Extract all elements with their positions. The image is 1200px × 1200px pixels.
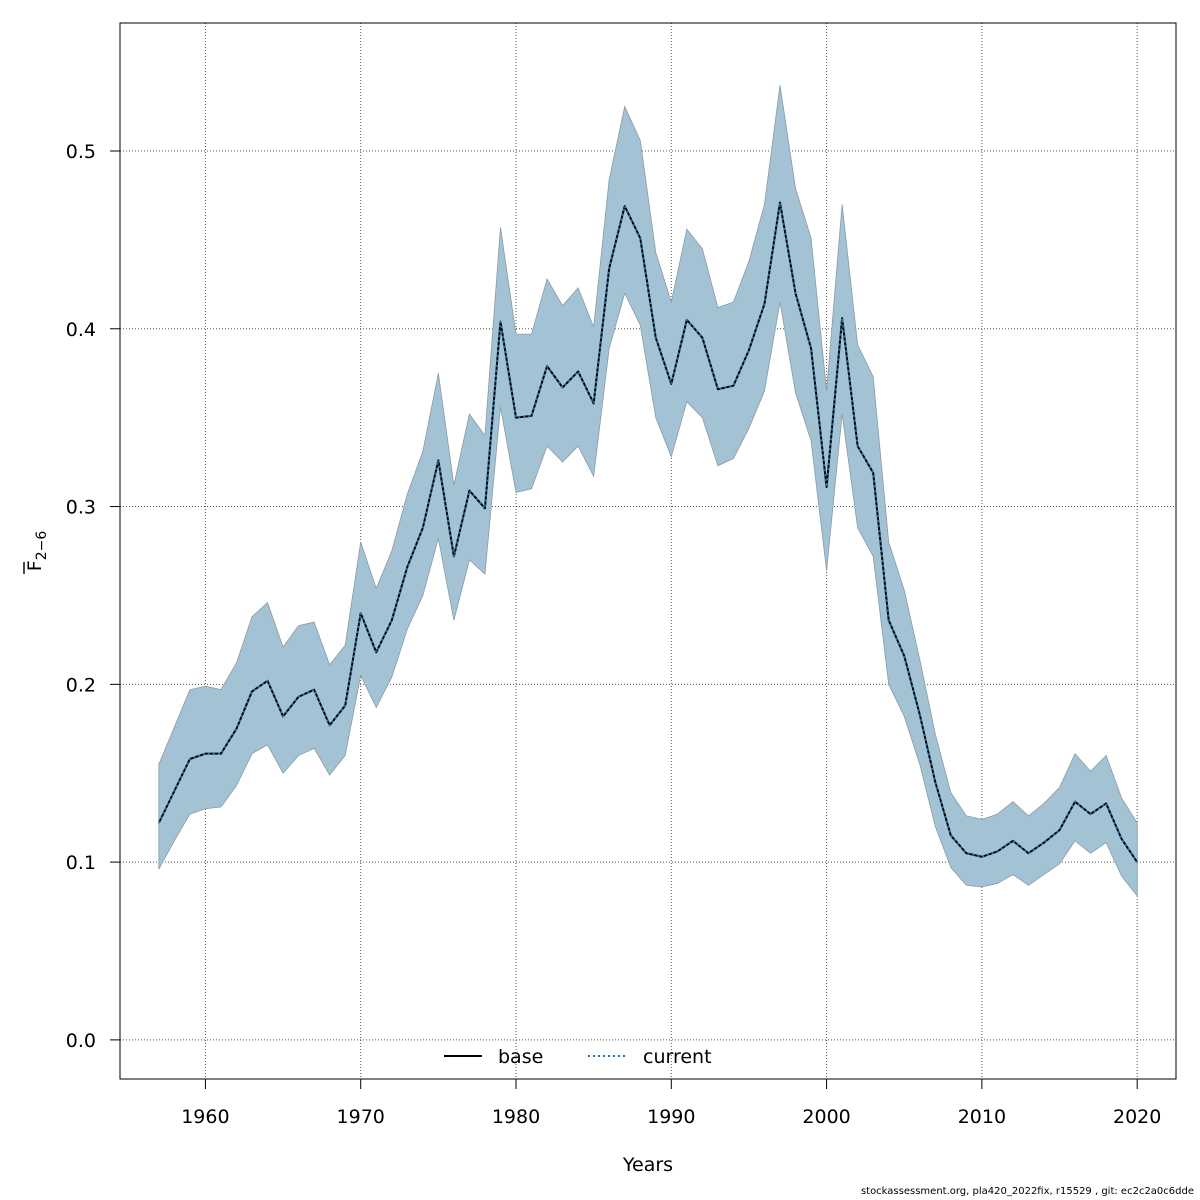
y-axis-title-subscript: 2−6 bbox=[34, 531, 50, 561]
legend-label-base: base bbox=[498, 1046, 543, 1068]
x-tick-label-1960: 1960 bbox=[181, 1106, 229, 1128]
footer-credit: stockassessment.org, pla420_2022fix, r15… bbox=[860, 1186, 1194, 1197]
confidence-band-area bbox=[158, 85, 1138, 898]
x-tick-label-2010: 2010 bbox=[958, 1106, 1006, 1128]
y-axis-title-main: F bbox=[24, 560, 46, 571]
y-axis: 0.0 0.1 0.2 0.3 0.4 0.5 bbox=[66, 141, 120, 1052]
series-lines bbox=[157, 201, 1139, 863]
y-tick-label-4: 0.4 bbox=[66, 319, 96, 341]
x-tick-label-2000: 2000 bbox=[802, 1106, 850, 1128]
x-tick-label-1980: 1980 bbox=[492, 1106, 540, 1128]
series-line-current bbox=[157, 201, 1139, 863]
svg-text:F2−6: F2−6 bbox=[24, 531, 50, 572]
legend: base current bbox=[444, 1046, 712, 1068]
legend-label-current: current bbox=[643, 1046, 712, 1068]
confidence-band bbox=[158, 85, 1138, 898]
x-axis-title: Years bbox=[622, 1154, 673, 1176]
x-tick-label-1990: 1990 bbox=[647, 1106, 695, 1128]
grid-lines bbox=[120, 23, 1176, 1079]
y-tick-label-3: 0.3 bbox=[66, 497, 96, 519]
y-tick-label-5: 0.5 bbox=[66, 141, 96, 163]
y-tick-label-2: 0.2 bbox=[66, 674, 96, 696]
y-tick-label-1: 0.1 bbox=[66, 852, 96, 874]
plot-frame bbox=[119, 22, 1177, 1080]
x-tick-label-2020: 2020 bbox=[1113, 1106, 1161, 1128]
y-tick-label-0: 0.0 bbox=[66, 1030, 96, 1052]
x-tick-label-1970: 1970 bbox=[337, 1106, 385, 1128]
y-axis-title: F2−6 bbox=[23, 531, 50, 574]
x-axis: 1960 1970 1980 1990 2000 2010 2020 bbox=[181, 1079, 1161, 1128]
